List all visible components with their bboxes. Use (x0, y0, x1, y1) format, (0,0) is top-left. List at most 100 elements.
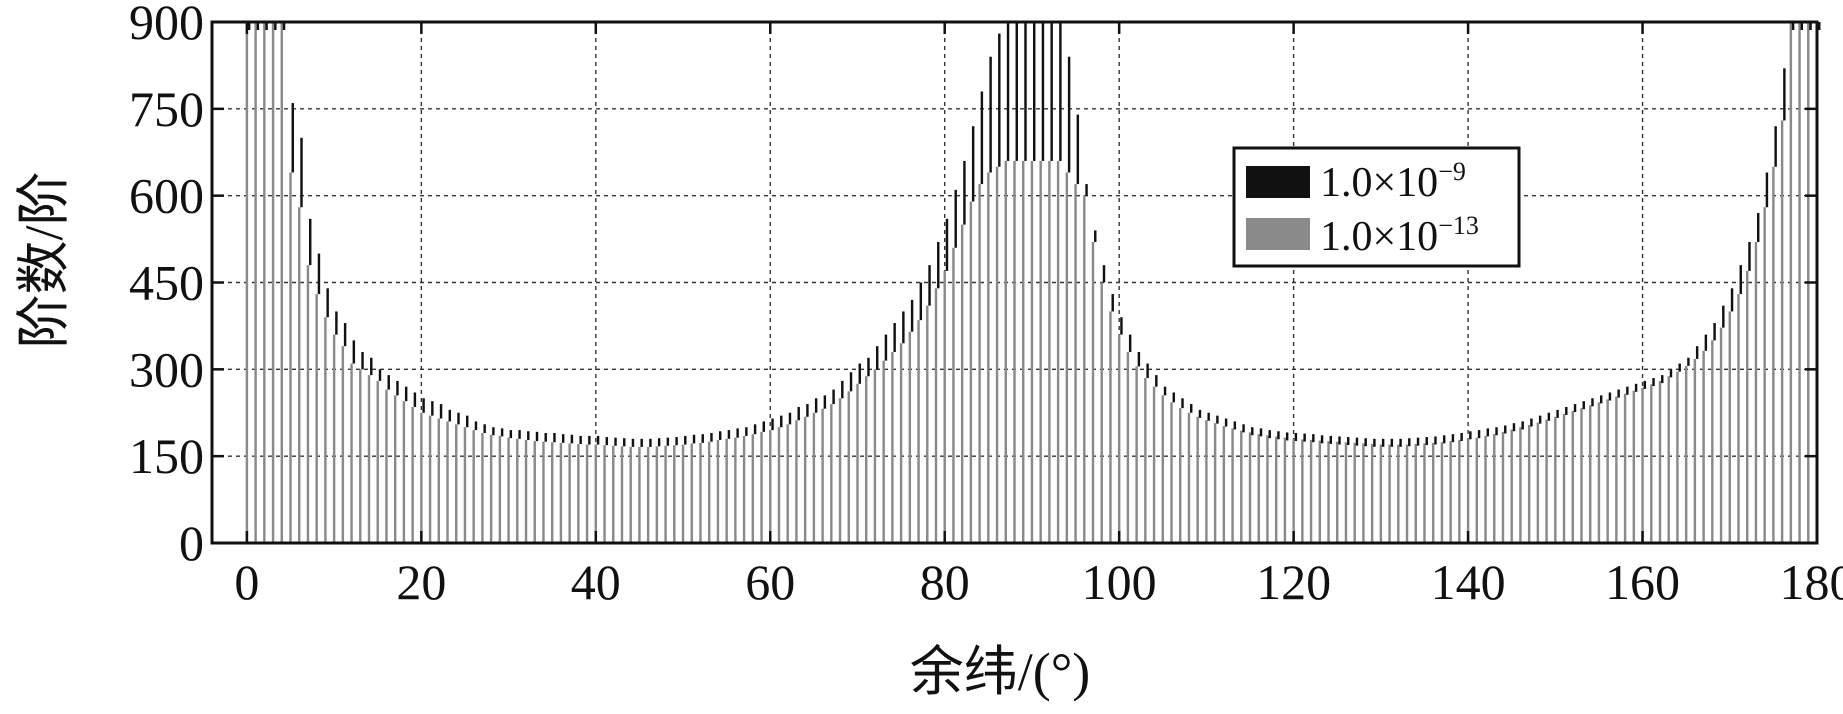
bar-series-1-x85 (989, 57, 991, 173)
bar-series-2-x159 (1633, 391, 1635, 543)
bar-series-1-x156 (1609, 392, 1611, 400)
bar-series-2-x67 (830, 404, 832, 543)
bar-series-1-x13 (361, 352, 363, 369)
bar-series-2-x58 (752, 434, 754, 543)
bar-series-1-x7 (309, 219, 311, 265)
bar-series-2-x131 (1388, 445, 1390, 543)
bar-series-1-x103 (1146, 364, 1148, 378)
bar-series-2-x84 (978, 184, 980, 543)
bar-series-2-x62 (786, 424, 788, 543)
bar-series-2-x74 (891, 352, 893, 543)
bar-series-2-x157 (1615, 397, 1617, 543)
bar-series-1-x58 (754, 424, 756, 434)
bar-series-2-x101 (1127, 352, 1129, 543)
bar-series-1-x93 (1059, 22, 1061, 161)
bar-series-2-x37 (568, 443, 570, 543)
bar-series-2-x2 (263, 22, 265, 543)
bar-series-1-x109 (1199, 410, 1201, 418)
bar-series-2-x21 (429, 416, 431, 543)
bar-series-2-x83 (970, 201, 972, 543)
bar-series-1-x62 (789, 413, 791, 425)
bar-series-2-x147 (1528, 425, 1530, 543)
bar-series-1-x75 (902, 311, 904, 343)
bar-series-2-x107 (1179, 408, 1181, 543)
bar-series-1-x107 (1181, 398, 1183, 408)
bar-series-2-x103 (1144, 378, 1146, 543)
bar-series-1-x24 (457, 413, 459, 425)
bar-series-1-x95 (1077, 115, 1079, 184)
bar-series-2-x90 (1031, 161, 1033, 543)
bar-series-2-x13 (359, 369, 361, 543)
bar-series-2-x35 (551, 442, 553, 543)
bar-series-1-x76 (911, 300, 913, 332)
bar-series-2-x146 (1519, 427, 1521, 543)
bar-series-2-x135 (1423, 443, 1425, 543)
bar-series-1-x17 (396, 381, 398, 395)
bar-series-2-x78 (926, 306, 928, 543)
bar-series-2-x156 (1606, 399, 1608, 543)
bar-series-2-x151 (1563, 414, 1565, 543)
bar-series-2-x138 (1449, 441, 1451, 543)
bar-series-1-x162 (1661, 375, 1663, 383)
bar-series-1-x54 (719, 431, 721, 440)
bar-series-1-x104 (1155, 375, 1157, 387)
bar-series-1-x30 (510, 430, 512, 438)
bar-series-2-x163 (1667, 376, 1669, 543)
bar-series-2-x10 (333, 335, 335, 543)
bar-series-1-x159 (1635, 384, 1637, 392)
bar-series-2-x108 (1188, 413, 1190, 543)
bar-series-2-x166 (1694, 359, 1696, 543)
bar-series-2-x32 (525, 440, 527, 543)
bar-series-1-x169 (1722, 306, 1724, 328)
bar-series-1-x110 (1207, 413, 1209, 421)
bar-series-1-x6 (300, 138, 302, 207)
bar-series-2-x0 (246, 22, 248, 543)
bar-series-1-x47 (658, 438, 660, 446)
bar-series-2-x50 (682, 445, 684, 543)
bar-series-2-x128 (1362, 443, 1364, 543)
bar-series-1-x165 (1687, 358, 1689, 366)
bar-series-2-x140 (1467, 439, 1469, 543)
bar-series-2-x17 (394, 395, 396, 543)
bar-series-1-x37 (571, 435, 573, 444)
bar-series-1-x19 (414, 392, 416, 406)
bar-series-2-x145 (1510, 430, 1512, 543)
bar-series-1-x149 (1548, 413, 1550, 421)
bar-series-1-x132 (1399, 439, 1401, 447)
bar-series-1-x140 (1469, 431, 1471, 439)
bar-series-1-x88 (1016, 22, 1018, 161)
bar-series-1-x174 (1766, 173, 1768, 208)
bar-series-1-x39 (588, 436, 590, 445)
bar-series-2-x165 (1685, 366, 1687, 543)
bar-series-2-x174 (1763, 207, 1765, 543)
bar-series-2-x132 (1397, 445, 1399, 543)
bar-series-1-x51 (693, 435, 695, 444)
bar-series-2-x44 (629, 447, 631, 543)
bar-series-1-x81 (954, 190, 956, 248)
x-tick-label-9: 180 (1780, 554, 1843, 610)
bar-series-1-x157 (1617, 390, 1619, 398)
legend-swatch-series-1 (1246, 166, 1310, 198)
bar-series-1-x96 (1085, 184, 1087, 196)
bar-series-2-x64 (804, 417, 806, 543)
bar-series-2-x96 (1083, 196, 1085, 543)
bar-series-1-x97 (1094, 230, 1096, 242)
bar-series-1-x150 (1556, 410, 1558, 418)
bar-series-1-x22 (440, 404, 442, 418)
bar-series-1-x99 (1112, 294, 1114, 311)
bar-series-2-x9 (324, 317, 326, 543)
bar-series-2-x160 (1641, 388, 1643, 543)
bar-series-1-x21 (431, 401, 433, 415)
bar-series-1-x98 (1103, 265, 1105, 282)
bar-series-2-x110 (1205, 420, 1207, 543)
bar-series-1-x168 (1713, 323, 1715, 340)
bar-series-2-x152 (1572, 411, 1574, 543)
bar-series-2-x7 (307, 265, 309, 543)
bar-series-2-x70 (856, 384, 858, 543)
bar-series-1-x43 (623, 438, 625, 446)
bar-series-2-x34 (542, 442, 544, 543)
bar-series-1-x72 (876, 346, 878, 369)
bar-series-2-x36 (560, 443, 562, 543)
bar-series-2-x49 (673, 445, 675, 543)
bar-series-2-x53 (708, 442, 710, 543)
